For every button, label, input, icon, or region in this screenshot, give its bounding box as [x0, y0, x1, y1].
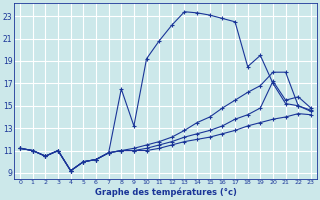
- X-axis label: Graphe des températures (°c): Graphe des températures (°c): [95, 188, 236, 197]
